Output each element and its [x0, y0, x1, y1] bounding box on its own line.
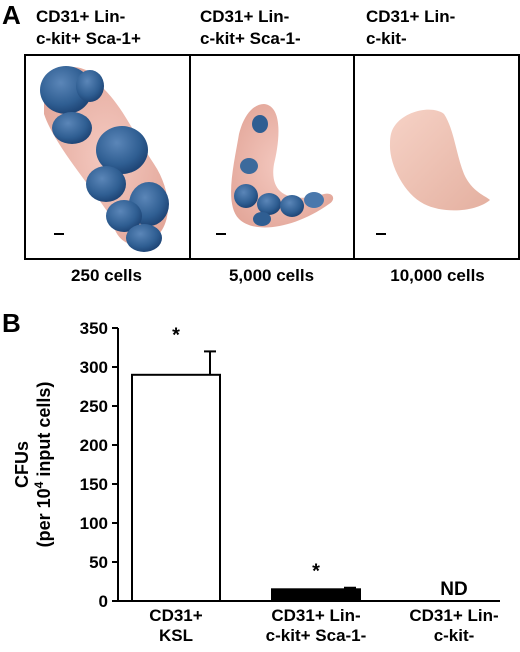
column-title-2: CD31+ Lin- c-kit+ Sca-1-: [200, 6, 301, 50]
y-axis-label: CFUs(per 104 input cells): [12, 382, 54, 548]
column-title-2-line1: CD31+ Lin-: [200, 7, 290, 26]
y-tick-label: 200: [80, 436, 108, 455]
cfu-bar-chart: 0 50 100 150 200 250 300 350 CFUs(per 104 input …: [12, 319, 500, 611]
panel-b-letter: B: [2, 308, 21, 338]
y-tick-label: 350: [80, 319, 108, 338]
category-label-3: CD31+ Lin-c-kit-: [392, 606, 516, 646]
cells-count-1: 250 cells: [71, 266, 142, 285]
bar-1: [131, 373, 221, 602]
y-tick-label: 50: [89, 553, 108, 572]
category-label-1: CD31+ KSL: [126, 606, 226, 646]
category-label-line2: KSL: [159, 626, 193, 645]
category-label-line1: CD31+ Lin-: [271, 606, 361, 625]
panel-a-letter: A: [2, 0, 21, 30]
y-tick-label: 0: [99, 592, 108, 611]
column-title-3-line1: CD31+ Lin-: [366, 7, 456, 26]
column-title-3-line2: c-kit-: [366, 29, 407, 48]
significance-marker-1: *: [172, 324, 180, 346]
cells-count-2: 5,000 cells: [228, 266, 315, 285]
category-label-line1: CD31+: [149, 606, 203, 625]
column-title-1-line1: CD31+ Lin-: [36, 7, 126, 26]
category-label-line1: CD31+ Lin-: [409, 606, 499, 625]
y-tick-label: 300: [80, 358, 108, 377]
column-title-1-line2: c-kit+ Sca-1+: [36, 29, 141, 48]
category-label-line2: c-kit-: [433, 626, 475, 645]
spleen-image-2: [216, 104, 334, 235]
significance-marker-2: *: [312, 561, 320, 583]
category-label-line2: c-kit+ Sca-1-: [265, 626, 367, 645]
y-tick-label: 150: [80, 475, 108, 494]
cells-count-3: 10,000 cells: [390, 266, 485, 285]
spleen-image-1: [40, 66, 169, 252]
column-title-3: CD31+ Lin- c-kit-: [366, 6, 455, 50]
y-tick-label: 100: [80, 514, 108, 533]
y-tick-label: 250: [80, 397, 108, 416]
column-title-1: CD31+ Lin- c-kit+ Sca-1+: [36, 6, 141, 50]
category-label-2: CD31+ Lin-c-kit+ Sca-1-: [248, 606, 384, 646]
not-detected-label: ND: [440, 579, 467, 600]
column-title-2-line2: c-kit+ Sca-1-: [200, 29, 301, 48]
spleen-photo-panel: [24, 54, 520, 260]
bar-2: [271, 588, 361, 602]
spleen-image-3: [376, 109, 490, 235]
